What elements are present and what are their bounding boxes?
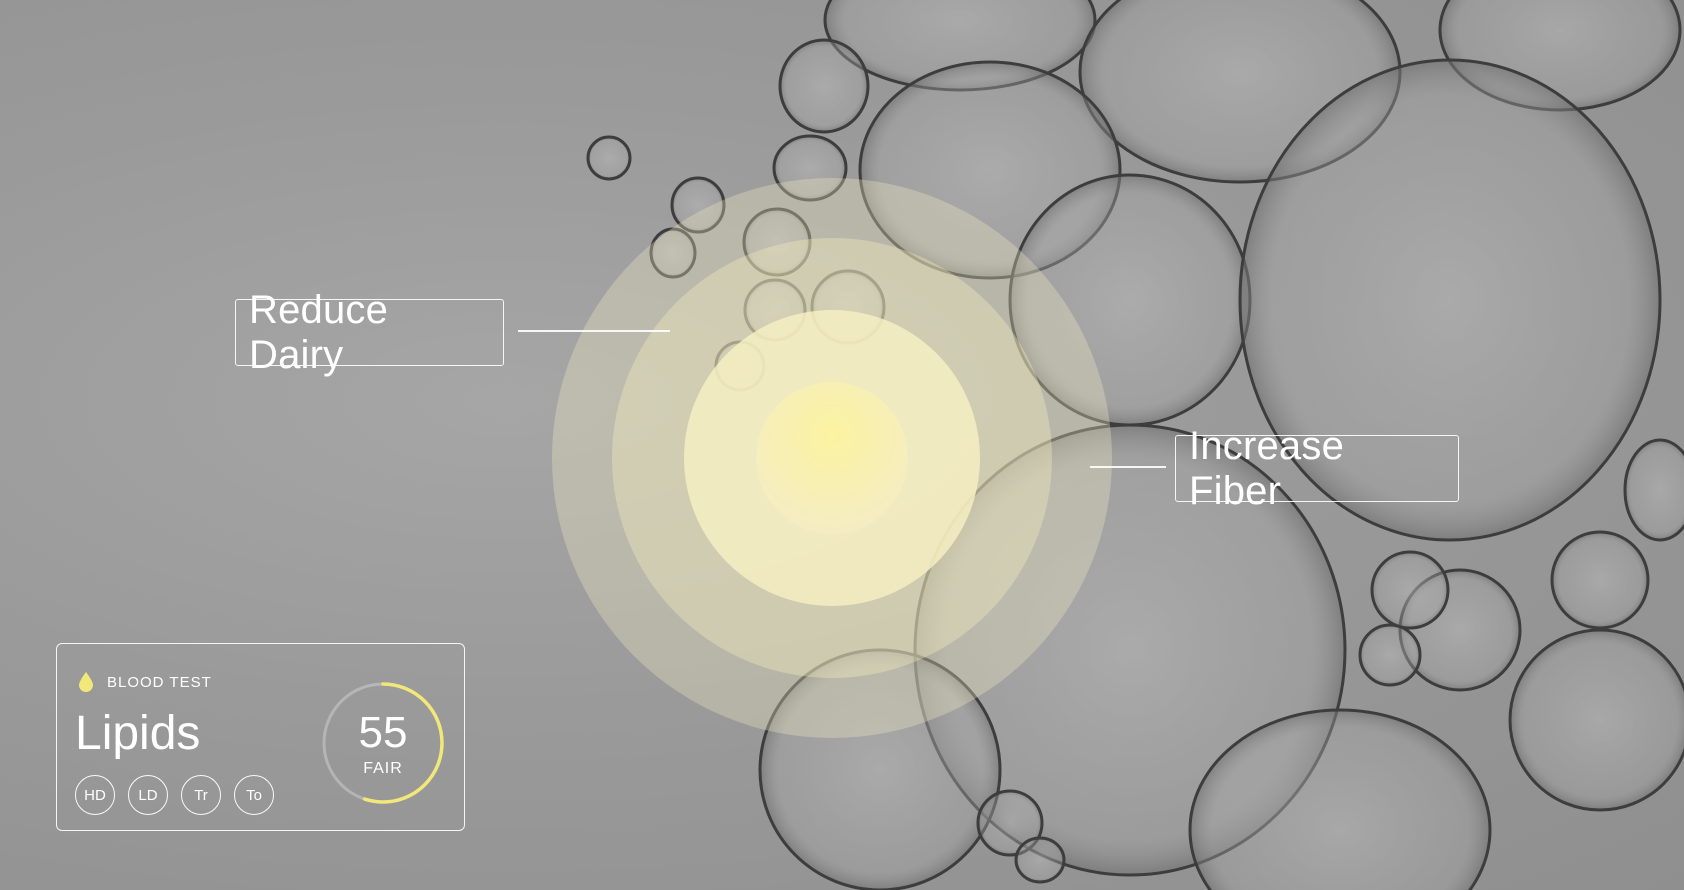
reduce-dairy-connector-line: [518, 330, 670, 332]
card-title: Lipids: [75, 707, 201, 760]
increase-fiber-connector-line: [1090, 466, 1166, 468]
marker-chip-hd[interactable]: HD: [75, 775, 115, 815]
marker-chip-to[interactable]: To: [234, 775, 274, 815]
increase-fiber-callout[interactable]: Increase Fiber: [1175, 424, 1459, 513]
marker-chip-tr[interactable]: Tr: [181, 775, 221, 815]
card-category: BLOOD TEST: [77, 671, 212, 693]
marker-chip-ld[interactable]: LD: [128, 775, 168, 815]
score-progress-arc: [322, 682, 444, 804]
lipids-result-card[interactable]: BLOOD TEST Lipids HD LD Tr To 55 FAIR: [56, 643, 465, 831]
score-gauge: 55 FAIR: [320, 680, 446, 806]
category-label: BLOOD TEST: [107, 673, 212, 691]
score-ring: [322, 682, 444, 804]
drop-icon: [79, 672, 93, 692]
score-rating: FAIR: [363, 760, 403, 777]
marker-chip-list: HD LD Tr To: [75, 775, 274, 815]
reduce-dairy-callout[interactable]: Reduce Dairy: [235, 288, 504, 377]
score-value: 55: [358, 708, 408, 757]
target-glow-rings: [552, 178, 1112, 738]
